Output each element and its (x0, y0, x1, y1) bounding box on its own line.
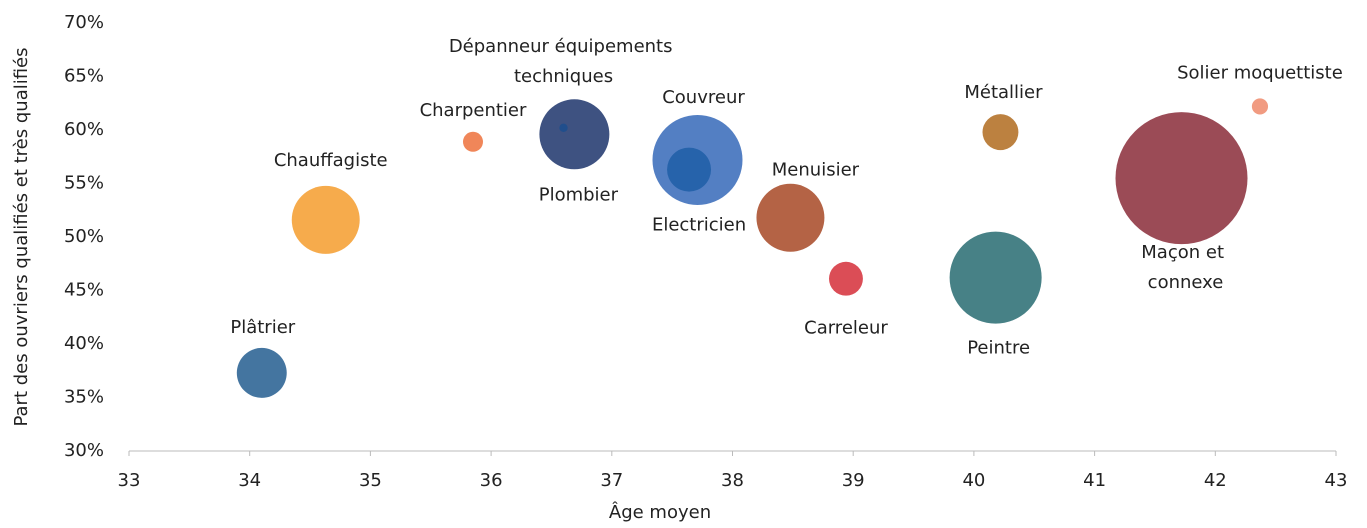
bubble (949, 231, 1042, 324)
point-label: Solier moquettiste (1177, 62, 1343, 83)
y-tick-label: 50% (64, 226, 104, 247)
point-label: Maçon et connexe (1141, 242, 1229, 293)
y-axis-label: Part des ouvriers qualifiés et très qual… (11, 47, 32, 426)
y-tick-label: 35% (64, 387, 104, 408)
point-label: Carreleur (804, 318, 888, 339)
point-label: Métallier (964, 82, 1043, 103)
y-tick-label: 30% (64, 440, 104, 461)
x-tick-label: 35 (359, 470, 382, 491)
y-tick-label: 70% (64, 12, 104, 33)
y-tick-label: 60% (64, 119, 104, 140)
x-tick-label: 36 (480, 470, 503, 491)
point-label: Dépanneur équipements techniques (449, 36, 678, 87)
bubble (982, 114, 1019, 151)
y-tick-label: 55% (64, 173, 104, 194)
bubble (539, 99, 610, 170)
x-tick-label: 38 (721, 470, 744, 491)
bubble (291, 185, 360, 254)
x-tick-label: 42 (1204, 470, 1227, 491)
point-label: Couvreur (662, 87, 745, 108)
bubble (462, 131, 484, 152)
point-label: Charpentier (420, 100, 527, 121)
point-label: Chauffagiste (274, 150, 388, 171)
bubble (1115, 112, 1248, 245)
bubble (756, 183, 825, 252)
point-label: Plombier (539, 184, 619, 205)
bubble (236, 347, 287, 398)
x-tick-label: 43 (1325, 470, 1348, 491)
y-tick-label: 45% (64, 280, 104, 301)
x-tick-label: 41 (1083, 470, 1106, 491)
point-label: Peintre (967, 338, 1030, 359)
point-label: Plâtrier (230, 317, 295, 338)
x-tick-label: 39 (842, 470, 865, 491)
x-tick-label: 34 (238, 470, 261, 491)
bubble (667, 147, 712, 192)
x-tick-label: 40 (962, 470, 985, 491)
bubble (1251, 98, 1269, 115)
x-tick-label: 33 (118, 470, 141, 491)
point-label: Menuisier (772, 160, 860, 181)
point-label: Electricien (652, 215, 746, 236)
bubble (829, 261, 863, 296)
x-axis-label: Âge moyen (609, 501, 711, 523)
bubble (559, 123, 568, 133)
y-tick-label: 65% (64, 66, 104, 87)
x-tick-label: 37 (600, 470, 623, 491)
y-tick-label: 40% (64, 333, 104, 354)
